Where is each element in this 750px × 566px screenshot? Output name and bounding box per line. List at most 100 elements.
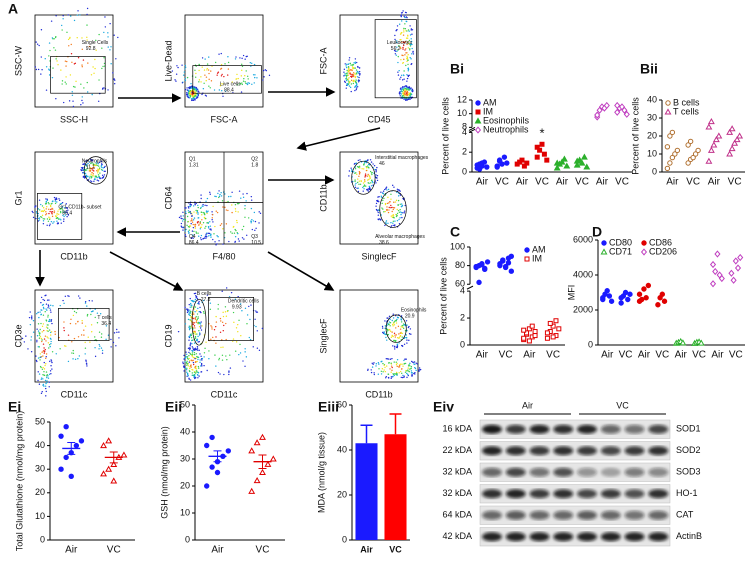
flow-event xyxy=(228,196,229,197)
panel-label: D xyxy=(592,224,602,240)
flow-event xyxy=(406,324,407,325)
flow-event xyxy=(194,91,195,92)
flow-event xyxy=(91,300,92,301)
flow-event xyxy=(368,183,369,184)
flow-event xyxy=(48,221,49,222)
flow-event xyxy=(403,29,404,30)
flow-event xyxy=(346,83,347,84)
flow-event xyxy=(410,34,411,35)
flow-event xyxy=(90,314,91,315)
data-point xyxy=(509,254,513,258)
flow-event xyxy=(199,353,200,354)
band xyxy=(601,511,621,520)
flow-y-label: CD11b xyxy=(318,184,328,211)
flow-event xyxy=(44,210,45,211)
flow-event xyxy=(356,188,357,189)
flow-event xyxy=(98,180,99,181)
flow-event xyxy=(390,198,391,199)
legend-marker xyxy=(476,101,480,105)
flow-event xyxy=(192,221,193,222)
flow-event xyxy=(93,175,94,176)
flow-event xyxy=(60,69,61,70)
flow-event xyxy=(215,336,216,337)
flow-event xyxy=(228,372,229,373)
flow-event xyxy=(59,348,60,349)
flow-event xyxy=(408,70,409,71)
flow-event xyxy=(85,302,86,303)
band xyxy=(601,532,621,541)
flow-event xyxy=(43,343,44,344)
flow-event xyxy=(238,238,239,239)
flow-event xyxy=(186,354,187,355)
flow-event xyxy=(378,201,379,202)
flow-event xyxy=(114,332,115,333)
gate-value: 11.1 xyxy=(86,165,96,171)
flow-event xyxy=(110,339,111,340)
flow-event xyxy=(78,295,79,296)
legend-label: CD71 xyxy=(609,246,632,256)
flow-event xyxy=(408,69,409,70)
flow-event xyxy=(94,336,95,337)
flow-event xyxy=(401,89,402,90)
flow-event xyxy=(242,229,243,230)
flow-event xyxy=(363,168,364,169)
flow-event xyxy=(99,332,100,333)
flow-event xyxy=(51,213,52,214)
flow-event xyxy=(35,355,36,356)
flow-event xyxy=(202,358,203,359)
band xyxy=(530,425,550,434)
flow-event xyxy=(402,47,403,48)
flow-event xyxy=(51,203,52,204)
flow-event xyxy=(245,200,246,201)
flow-event xyxy=(191,337,192,338)
flow-event xyxy=(41,314,42,315)
flow-event xyxy=(246,56,247,57)
flow-event xyxy=(391,370,392,371)
flow-event xyxy=(241,70,242,71)
data-point xyxy=(733,258,738,264)
flow-event xyxy=(36,328,37,329)
flow-event xyxy=(227,74,228,75)
flow-event xyxy=(354,181,355,182)
flow-event xyxy=(58,218,59,219)
flow-event xyxy=(239,344,240,345)
flow-event xyxy=(118,337,119,338)
flow-event xyxy=(350,87,351,88)
flow-event xyxy=(81,320,82,321)
flow-event xyxy=(192,375,193,376)
flow-event xyxy=(56,353,57,354)
flow-event xyxy=(212,214,213,215)
flow-event xyxy=(185,89,186,90)
flow-event xyxy=(234,233,235,234)
flow-event xyxy=(41,338,42,339)
flow-event xyxy=(409,94,410,95)
flow-event xyxy=(356,69,357,70)
flow-event xyxy=(394,35,395,36)
flow-event xyxy=(199,326,200,327)
flow-event xyxy=(394,207,395,208)
flow-event xyxy=(387,197,388,198)
flow-event xyxy=(45,385,46,386)
flow-event xyxy=(235,230,236,231)
size-label: 42 kDA xyxy=(442,531,472,541)
flow-event xyxy=(190,95,191,96)
flow-event xyxy=(71,53,72,54)
protein-label: CAT xyxy=(676,510,694,520)
flow-event xyxy=(206,95,207,96)
flow-event xyxy=(48,203,49,204)
flow-event xyxy=(215,316,216,317)
flow-event xyxy=(401,203,402,204)
flow-event xyxy=(196,316,197,317)
flow-event xyxy=(34,207,35,208)
flow-event xyxy=(49,219,50,220)
legend-marker xyxy=(476,110,480,114)
data-point xyxy=(106,467,111,472)
flow-event xyxy=(37,312,38,313)
flow-event xyxy=(208,358,209,359)
legend-marker xyxy=(665,109,670,114)
flow-event xyxy=(398,372,399,373)
flow-event xyxy=(72,358,73,359)
flow-event xyxy=(231,233,232,234)
flow-event xyxy=(249,319,250,320)
flow-event xyxy=(400,32,401,33)
